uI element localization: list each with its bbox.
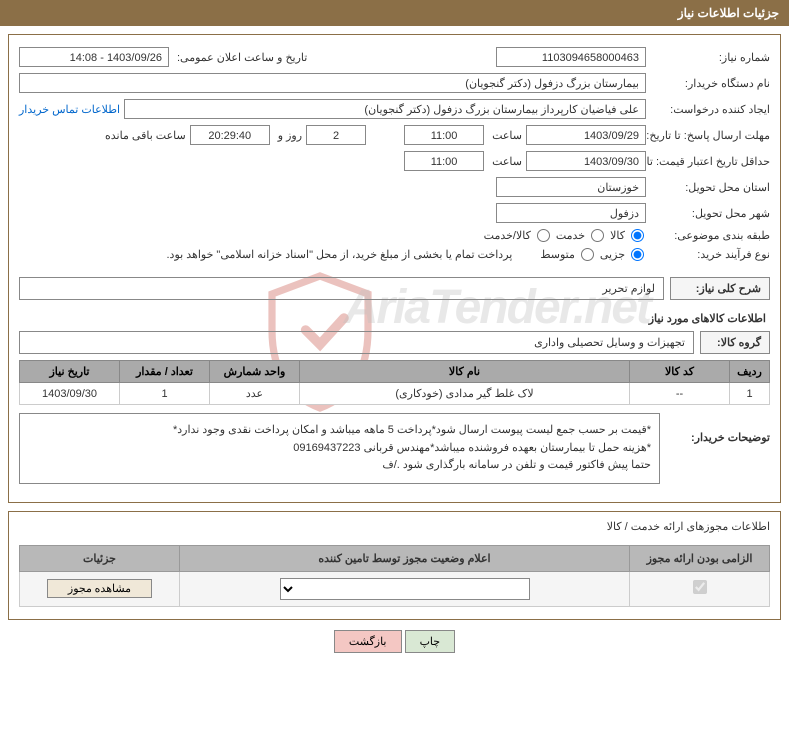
license-title: اطلاعات مجوزهای ارائه خدمت / کالا	[19, 520, 770, 533]
th-unit: واحد شمارش	[210, 361, 300, 383]
delivery-province-value: خوزستان	[496, 177, 646, 197]
th-row: ردیف	[730, 361, 770, 383]
process-small-label: جزیی	[600, 248, 625, 261]
status-select[interactable]	[280, 578, 530, 600]
buyer-contact-link[interactable]: اطلاعات تماس خریدار	[19, 103, 120, 116]
delivery-city-value: دزفول	[496, 203, 646, 223]
goods-group-value: تجهیزات و وسایل تحصیلی واداری	[19, 331, 694, 354]
process-note: پرداخت تمام یا بخشی از مبلغ خرید، از محل…	[167, 248, 513, 261]
process-type-label: نوع فرآیند خرید:	[650, 248, 770, 261]
requester-value: علی فیاضیان کارپرداز بیمارستان بزرگ دزفو…	[124, 99, 646, 119]
mandatory-checkbox	[693, 580, 707, 594]
page-header: جزئیات اطلاعات نیاز	[0, 0, 789, 26]
th-status: اعلام وضعیت مجوز توسط تامین کننده	[180, 545, 630, 571]
days-remaining-value: 2	[306, 125, 366, 145]
time-remaining-value: 20:29:40	[190, 125, 270, 145]
response-deadline-label: مهلت ارسال پاسخ: تا تاریخ:	[650, 129, 770, 142]
category-both-radio[interactable]	[537, 229, 550, 242]
cell-code: --	[630, 383, 730, 405]
buyer-notes-line1: *قیمت بر حسب جمع لیست پیوست ارسال شود*پر…	[28, 422, 651, 440]
category-goods-radio[interactable]	[631, 229, 644, 242]
announce-date-label: تاریخ و ساعت اعلان عمومی:	[173, 51, 307, 64]
goods-group-label: گروه کالا:	[700, 331, 770, 354]
view-license-button[interactable]: مشاهده مجوز	[47, 579, 152, 598]
general-desc-label: شرح کلی نیاز:	[670, 277, 770, 300]
category-radio-group: کالا خدمت کالا/خدمت	[484, 229, 646, 242]
th-qty: تعداد / مقدار	[120, 361, 210, 383]
general-desc-value: لوازم تحریر	[19, 277, 664, 300]
main-info-panel: شماره نیاز: 1103094658000463 تاریخ و ساع…	[8, 34, 781, 503]
category-service-radio[interactable]	[591, 229, 604, 242]
time-remaining-label: ساعت باقی مانده	[101, 129, 186, 142]
back-button[interactable]: بازگشت	[334, 630, 402, 653]
goods-table: ردیف کد کالا نام کالا واحد شمارش تعداد /…	[19, 360, 770, 405]
price-validity-label: حداقل تاریخ اعتبار قیمت: تا تاریخ:	[650, 155, 770, 168]
buyer-notes-box: *قیمت بر حسب جمع لیست پیوست ارسال شود*پر…	[19, 413, 660, 484]
process-medium-radio[interactable]	[581, 248, 594, 261]
time-label-1: ساعت	[488, 129, 522, 142]
th-code: کد کالا	[630, 361, 730, 383]
table-row: 1 -- لاک غلط گیر مدادی (خودکاری) عدد 1 1…	[20, 383, 770, 405]
cell-row: 1	[730, 383, 770, 405]
th-details: جزئیات	[20, 545, 180, 571]
days-remaining-label: روز و	[274, 129, 302, 142]
response-date-value: 1403/09/29	[526, 125, 646, 145]
buyer-notes-label: توضیحات خریدار:	[670, 413, 770, 444]
cell-unit: عدد	[210, 383, 300, 405]
license-table: الزامی بودن ارائه مجوز اعلام وضعیت مجوز …	[19, 545, 770, 607]
buyer-notes-line3: حتما پیش فاکتور قیمت و تلفن در سامانه با…	[28, 457, 651, 475]
cell-qty: 1	[120, 383, 210, 405]
goods-info-title: اطلاعات کالاهای مورد نیاز	[19, 312, 770, 325]
delivery-province-label: استان محل تحویل:	[650, 181, 770, 194]
requester-label: ایجاد کننده درخواست:	[650, 103, 770, 116]
need-number-value: 1103094658000463	[496, 47, 646, 67]
cell-date: 1403/09/30	[20, 383, 120, 405]
process-medium-label: متوسط	[540, 248, 575, 261]
need-number-label: شماره نیاز:	[650, 51, 770, 64]
price-validity-date-value: 1403/09/30	[526, 151, 646, 171]
time-label-2: ساعت	[488, 155, 522, 168]
print-button[interactable]: چاپ	[405, 630, 456, 653]
category-label: طبقه بندی موضوعی:	[650, 229, 770, 242]
buyer-notes-line2: *هزینه حمل تا بیمارستان بعهده فروشنده می…	[28, 440, 651, 458]
process-small-radio[interactable]	[631, 248, 644, 261]
buyer-value: بیمارستان بزرگ دزفول (دکتر گنجویان)	[19, 73, 646, 93]
cell-name: لاک غلط گیر مدادی (خودکاری)	[300, 383, 630, 405]
announce-date-value: 1403/09/26 - 14:08	[19, 47, 169, 67]
th-name: نام کالا	[300, 361, 630, 383]
buyer-label: نام دستگاه خریدار:	[650, 77, 770, 90]
action-buttons: چاپ بازگشت	[0, 630, 789, 653]
price-validity-time-value: 11:00	[404, 151, 484, 171]
category-both-label: کالا/خدمت	[484, 229, 531, 242]
th-mandatory: الزامی بودن ارائه مجوز	[630, 545, 770, 571]
delivery-city-label: شهر محل تحویل:	[650, 207, 770, 220]
category-service-label: خدمت	[556, 229, 585, 242]
th-date: تاریخ نیاز	[20, 361, 120, 383]
license-row: مشاهده مجوز	[20, 571, 770, 606]
license-panel: اطلاعات مجوزهای ارائه خدمت / کالا الزامی…	[8, 511, 781, 620]
process-type-radio-group: جزیی متوسط	[540, 248, 646, 261]
category-goods-label: کالا	[610, 229, 625, 242]
response-time-value: 11:00	[404, 125, 484, 145]
